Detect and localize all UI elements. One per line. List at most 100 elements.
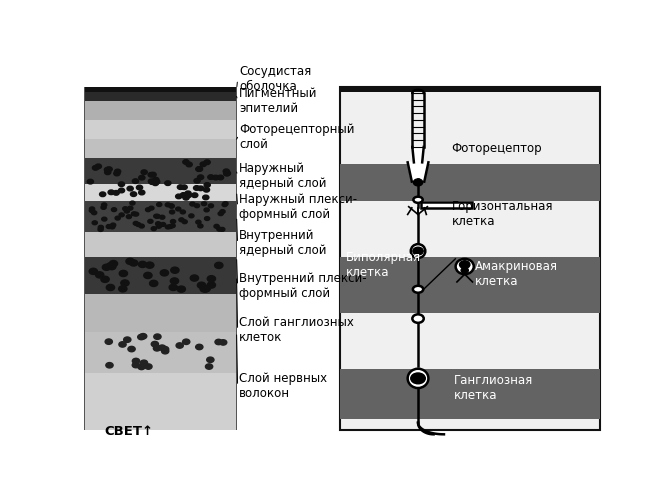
Circle shape [112, 208, 116, 211]
Circle shape [154, 214, 159, 218]
Circle shape [168, 224, 173, 228]
Circle shape [193, 186, 200, 190]
Circle shape [106, 167, 112, 171]
Ellipse shape [412, 314, 423, 323]
Circle shape [156, 224, 161, 228]
Circle shape [109, 261, 118, 267]
Circle shape [146, 262, 154, 268]
Circle shape [136, 222, 141, 226]
Circle shape [102, 203, 107, 207]
Circle shape [121, 280, 129, 286]
Circle shape [106, 263, 115, 269]
Circle shape [110, 223, 116, 227]
Bar [84, 257, 237, 294]
Text: Фоторецептор: Фоторецептор [452, 142, 543, 155]
Circle shape [201, 286, 209, 292]
Circle shape [139, 224, 145, 228]
Circle shape [180, 210, 185, 214]
Circle shape [202, 286, 210, 292]
Circle shape [122, 207, 128, 210]
Circle shape [165, 225, 171, 229]
Circle shape [181, 185, 187, 189]
Bar [84, 139, 237, 158]
Circle shape [138, 175, 145, 180]
Circle shape [150, 172, 156, 177]
Circle shape [151, 341, 159, 347]
Circle shape [138, 190, 145, 195]
Circle shape [197, 167, 203, 171]
Circle shape [208, 175, 214, 179]
Circle shape [201, 202, 207, 206]
Circle shape [138, 364, 145, 370]
Circle shape [460, 261, 470, 269]
Circle shape [207, 276, 215, 282]
Circle shape [132, 362, 140, 368]
Circle shape [126, 258, 134, 265]
Circle shape [124, 337, 131, 342]
Text: Горизонтальная
клетка: Горизонтальная клетка [452, 200, 553, 228]
Circle shape [171, 278, 179, 284]
Circle shape [140, 334, 147, 339]
Circle shape [145, 364, 152, 369]
Bar [341, 87, 599, 430]
Bar [84, 373, 237, 430]
Bar [341, 164, 599, 201]
Bar [341, 369, 599, 419]
Circle shape [204, 160, 210, 164]
Ellipse shape [413, 197, 423, 203]
Bar [84, 158, 237, 183]
Circle shape [215, 339, 222, 345]
Circle shape [159, 345, 166, 350]
Circle shape [95, 164, 102, 169]
Circle shape [157, 202, 162, 206]
Circle shape [153, 177, 159, 182]
Circle shape [154, 334, 161, 339]
Circle shape [106, 285, 114, 291]
Circle shape [128, 346, 135, 352]
Circle shape [132, 179, 138, 183]
Circle shape [413, 247, 423, 255]
Circle shape [114, 171, 120, 176]
Circle shape [219, 227, 225, 231]
Text: Биполярная
клетка: Биполярная клетка [345, 250, 421, 279]
Circle shape [153, 181, 159, 185]
Circle shape [197, 282, 205, 288]
Circle shape [169, 204, 174, 208]
Polygon shape [407, 162, 428, 182]
Circle shape [214, 224, 219, 228]
Circle shape [101, 205, 106, 209]
Text: СВЕТ↑: СВЕТ↑ [104, 425, 153, 438]
Bar [84, 332, 237, 373]
Text: Ганглиозная
клетка: Ганглиозная клетка [454, 374, 534, 402]
Circle shape [96, 272, 104, 278]
Circle shape [100, 192, 106, 196]
Circle shape [104, 167, 110, 172]
Circle shape [183, 339, 190, 345]
Circle shape [153, 346, 161, 351]
Bar [84, 87, 237, 92]
Circle shape [197, 186, 204, 191]
Circle shape [411, 373, 425, 384]
Circle shape [176, 207, 181, 211]
Circle shape [171, 219, 176, 223]
Circle shape [138, 334, 145, 340]
Circle shape [165, 203, 171, 207]
Circle shape [165, 181, 171, 185]
Circle shape [136, 185, 142, 190]
Circle shape [207, 357, 214, 363]
Bar [84, 101, 237, 120]
Circle shape [215, 263, 223, 269]
Circle shape [148, 172, 155, 177]
Bar [84, 183, 237, 201]
Text: Амакриновая
клетка: Амакриновая клетка [475, 260, 558, 288]
Circle shape [151, 227, 157, 230]
Circle shape [185, 191, 191, 196]
Bar [84, 232, 237, 257]
Text: Внутренний
ядерный слой: Внутренний ядерный слой [240, 229, 326, 258]
Circle shape [218, 212, 223, 215]
Circle shape [461, 268, 468, 273]
Text: Внутренний плекси-
формный слой: Внутренний плекси- формный слой [240, 272, 367, 300]
Circle shape [108, 190, 114, 194]
Circle shape [89, 268, 98, 275]
Circle shape [205, 216, 209, 220]
